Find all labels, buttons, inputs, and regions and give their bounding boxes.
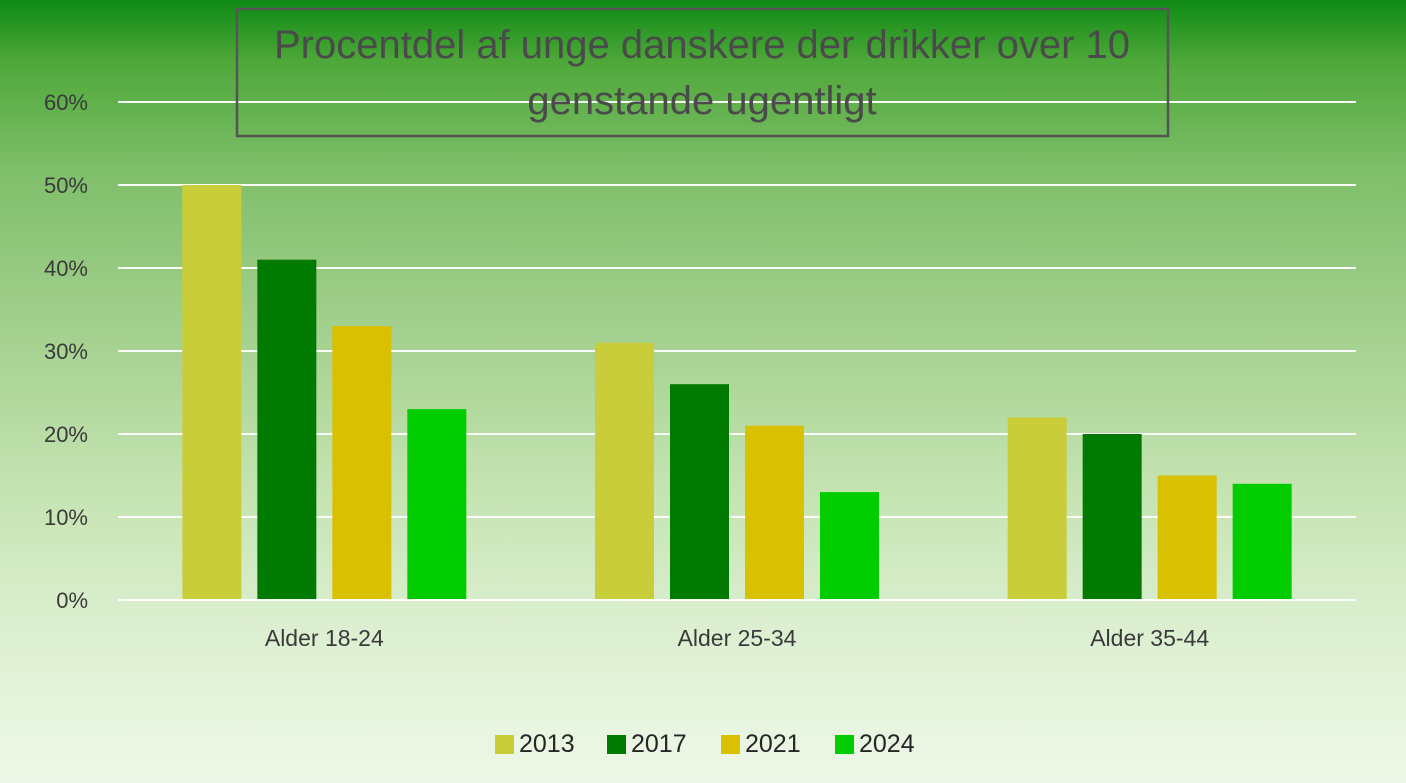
legend-swatch [495, 735, 514, 754]
legend-label: 2013 [519, 730, 575, 758]
bar-2024-3 [1232, 483, 1292, 600]
title-line-2: genstande ugentligt [527, 79, 876, 123]
legend-item-2017: 2017 [607, 730, 687, 758]
legend-swatch [721, 735, 740, 754]
legend-label: 2017 [631, 730, 687, 758]
y-tick-label: 0% [56, 588, 88, 613]
chart-title: Procentdel af unge danskere der drikker … [235, 7, 1170, 138]
legend-swatch [607, 735, 626, 754]
bar-2021-1 [332, 326, 392, 600]
title-line-1: Procentdel af unge danskere der drikker … [274, 23, 1130, 67]
gridlines [118, 101, 1356, 601]
x-category-label: Alder 35-44 [1090, 625, 1209, 651]
y-tick-label: 30% [44, 339, 88, 364]
x-category-label: Alder 18-24 [265, 625, 384, 651]
legend-swatch [835, 735, 854, 754]
bar-2021-2 [745, 425, 804, 600]
bar-2017-1 [257, 259, 317, 600]
y-tick-label: 10% [44, 505, 88, 530]
bars [118, 185, 1356, 601]
y-axis-tick-labels: 0% 10% 20% 30% 40% 50% 60% [44, 90, 88, 613]
bar-2017-2 [670, 384, 729, 600]
legend-label: 2021 [745, 730, 801, 758]
bar-2013-1 [182, 185, 242, 600]
y-tick-label: 50% [44, 173, 88, 198]
x-axis-category-labels: Alder 18-24 Alder 25-34 Alder 35-44 [265, 625, 1209, 651]
legend-item-2013: 2013 [495, 730, 575, 758]
bar-2024-1 [407, 409, 467, 600]
y-tick-label: 20% [44, 422, 88, 447]
legend-label: 2024 [859, 730, 915, 758]
bar-2021-3 [1157, 475, 1217, 600]
y-tick-label: 60% [44, 90, 88, 115]
legend: 2013 2017 2021 2024 [495, 730, 915, 758]
legend-item-2024: 2024 [835, 730, 915, 758]
y-tick-label: 40% [44, 256, 88, 281]
bar-2013-3 [1007, 417, 1067, 600]
bar-2013-2 [595, 342, 654, 600]
x-category-label: Alder 25-34 [678, 625, 797, 651]
legend-item-2021: 2021 [721, 730, 801, 758]
title-box [235, 7, 1170, 138]
bar-2024-2 [820, 492, 879, 600]
bar-2017-3 [1082, 434, 1142, 600]
